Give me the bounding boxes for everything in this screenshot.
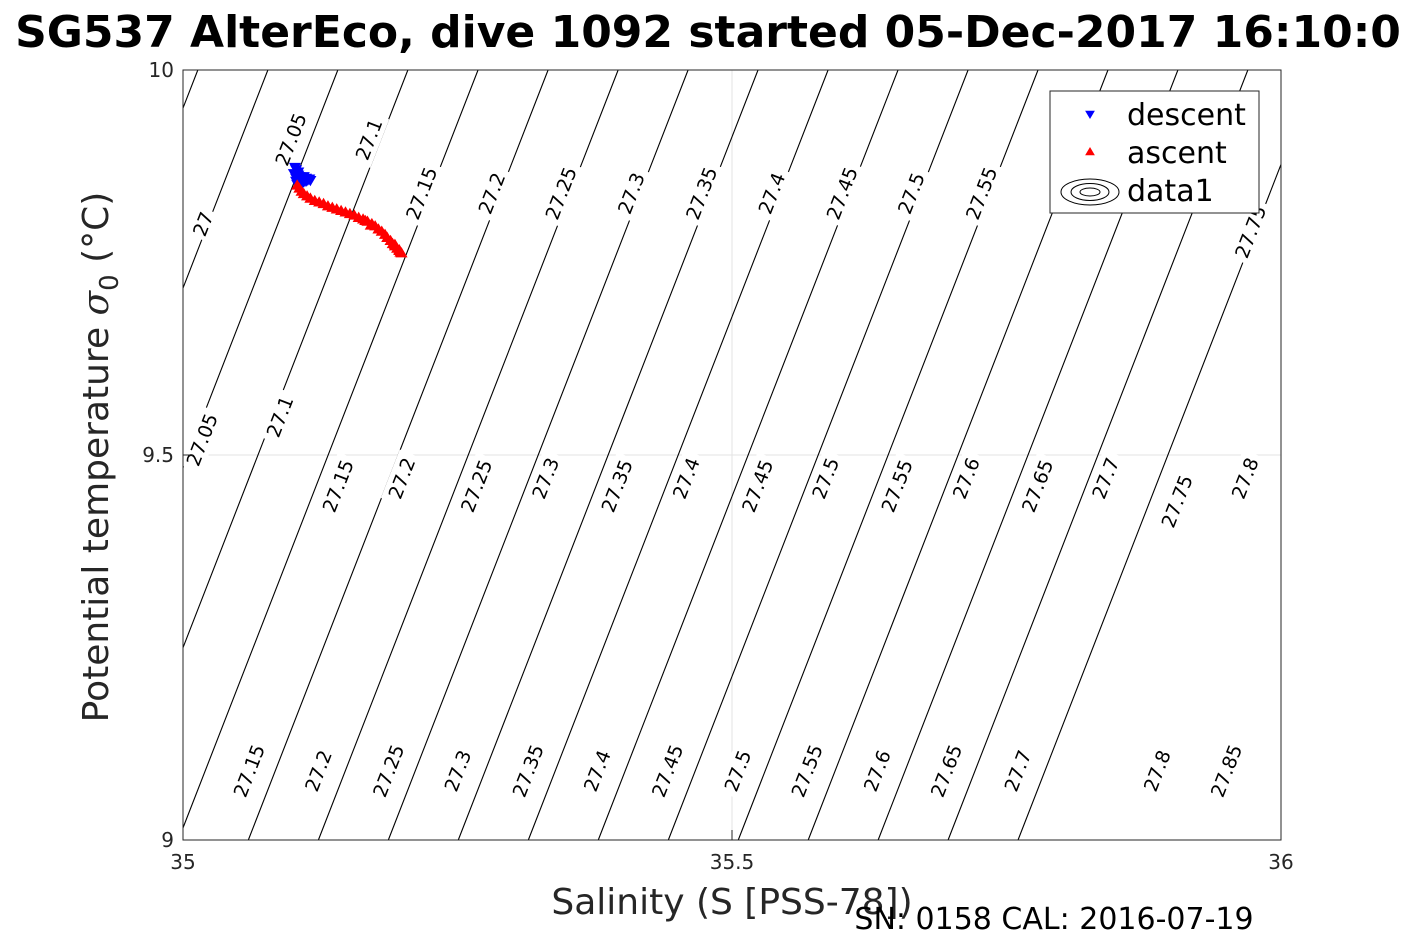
contour-label-bg <box>716 742 759 800</box>
y-tick-label: 9.5 <box>142 443 174 467</box>
legend-ascent-label: ascent <box>1127 136 1227 171</box>
contour-label-bg <box>267 105 314 174</box>
legend-contour-symbol <box>1060 178 1120 206</box>
y-tick-label: 9 <box>161 828 174 852</box>
legend-ascent-marker <box>1085 147 1095 156</box>
descent-point <box>304 176 317 187</box>
contour-label-bg <box>179 405 225 474</box>
contour-label-bg <box>347 110 390 168</box>
legend-descent-label: descent <box>1127 98 1246 133</box>
contour-label-bg <box>1154 467 1200 535</box>
x-tick-label: 35.5 <box>710 850 755 874</box>
y-tick-label: 10 <box>149 58 174 82</box>
y-axis-label-main: Potential temperature <box>76 315 117 722</box>
ascent-point <box>359 214 372 226</box>
density-isoline <box>182 69 339 468</box>
contour-label-bg <box>1203 736 1249 805</box>
ascent-series <box>291 179 408 258</box>
contour-label-bg <box>1136 742 1178 800</box>
contour-label-bg <box>297 742 339 800</box>
contour-label-bg <box>874 452 920 520</box>
contour-label-bg <box>819 159 865 227</box>
density-isoline <box>182 69 199 109</box>
contour-label-bg <box>398 159 444 227</box>
contour-label-bg <box>1224 449 1266 507</box>
axis-ticks: 35 35.5 36 9 9.5 10 <box>142 58 1294 874</box>
contour-label-bg <box>945 449 987 507</box>
legend-contour-symbol <box>1079 187 1101 197</box>
density-isoline <box>182 69 269 289</box>
legend-descent-marker <box>1085 110 1095 119</box>
chart-title: SG537 AlterEco, dive 1092 started 05-Dec… <box>15 7 1401 58</box>
contour-label-bg <box>226 736 272 805</box>
contour-label-bg <box>890 164 932 222</box>
contour-label-bg <box>958 159 1004 227</box>
legend-box <box>1049 90 1260 214</box>
contour-label-bg <box>453 452 499 520</box>
density-isoline <box>1017 164 1282 841</box>
y-axis-label-unit: (°C) <box>76 192 117 275</box>
contour-label-bg <box>784 736 830 805</box>
contour-label-bg <box>436 742 479 800</box>
calibration-footer: SN: 0158 CAL: 2016-07-19 <box>854 902 1253 937</box>
ascent-point <box>388 238 401 249</box>
descent-point <box>287 169 300 180</box>
y-axis-label-subscript: 0 <box>95 274 125 291</box>
legend-contour-symbol <box>1070 183 1110 201</box>
contour-label-bg <box>315 452 361 520</box>
contour-label-bg <box>1014 452 1060 520</box>
contour-label-bg <box>365 736 411 805</box>
contour-label-bg <box>505 736 551 805</box>
contour-label-bg <box>524 449 566 507</box>
contour-label-bg <box>594 452 640 520</box>
contour-label-bg <box>644 736 690 805</box>
contour-label-bg <box>1227 197 1273 266</box>
y-axis-label: Potential temperature σ0 (°C) <box>76 192 125 723</box>
contour-label-bg <box>856 742 898 800</box>
contour-label-bg <box>538 159 584 227</box>
contour-label-bg <box>923 736 969 805</box>
contour-label-bg <box>665 449 707 507</box>
contour-label-bg <box>804 449 846 507</box>
x-tick-label: 35 <box>170 850 195 874</box>
contour-label-bg <box>380 449 423 507</box>
contour-label-bg <box>678 159 724 227</box>
contour-label-bg <box>186 205 220 243</box>
x-axis-label: Salinity (S [PSS-78]) <box>551 882 912 923</box>
contour-label-bg <box>1084 449 1126 507</box>
contour-label-bg <box>258 387 301 446</box>
descent-point <box>294 175 307 186</box>
contour-label-bg <box>470 164 513 222</box>
contour-label-bg <box>996 742 1039 800</box>
legend-data1-label: data1 <box>1127 174 1214 209</box>
contour-label-bg <box>610 164 652 222</box>
ascent-point <box>395 247 408 258</box>
contour-label-bg <box>750 164 793 222</box>
contour-label-bg <box>576 742 618 800</box>
x-tick-label: 36 <box>1268 850 1293 874</box>
y-axis-label-sigma: σ <box>76 289 117 315</box>
contour-label-bg <box>734 452 780 520</box>
